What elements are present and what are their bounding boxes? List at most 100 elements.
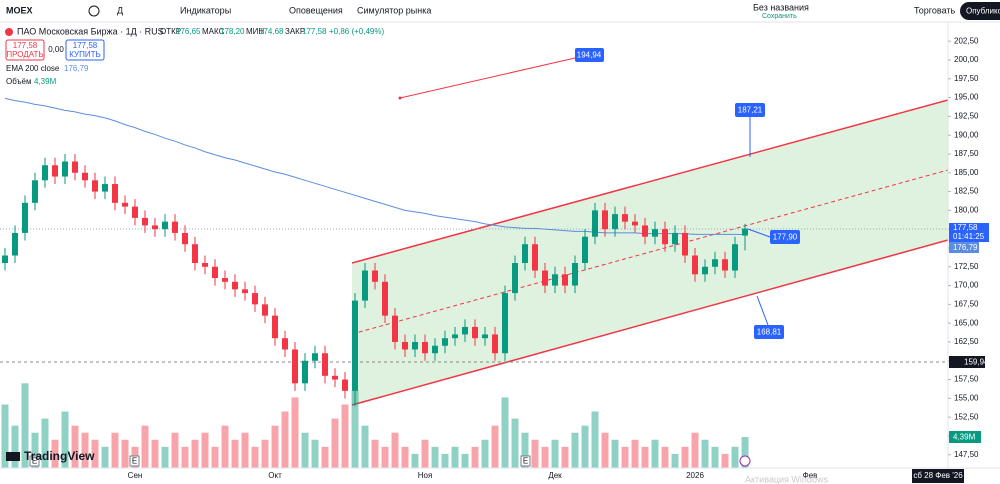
alerts[interactable]: Оповещения (289, 5, 343, 15)
candle-body (702, 266, 708, 275)
candle-body (272, 315, 278, 339)
y-tick-label: 165,00 (954, 318, 979, 327)
volume-bar (401, 446, 409, 468)
date-box (912, 469, 964, 483)
candle-body (442, 338, 448, 346)
volume-bar (501, 397, 509, 468)
volume-bar (241, 432, 249, 468)
layout-name[interactable]: Без названия (753, 2, 809, 12)
symbol[interactable]: MOEX (6, 5, 33, 15)
close-label: ЗАКР (285, 27, 305, 36)
volume-bar (541, 446, 549, 468)
ema-legend: EMA 200 close (6, 64, 60, 73)
candle-body (232, 281, 238, 290)
volume-bar (81, 432, 89, 468)
sell-button[interactable] (5, 39, 45, 61)
add-icon[interactable] (88, 5, 100, 17)
volume-bar (231, 439, 239, 468)
candle-body (142, 217, 148, 226)
volume-bar (301, 432, 309, 468)
low-value: 174,68 (259, 27, 284, 36)
candle-body (252, 293, 258, 305)
volume-bar (481, 439, 489, 468)
candle-body (672, 232, 678, 245)
y-tick-label: 152,50 (954, 412, 979, 421)
candle-body (482, 334, 488, 339)
instrument: ПАО Московская Биржа · 1Д · RUS (17, 26, 164, 36)
volume-bar (31, 432, 39, 468)
high-value: 178,20 (220, 27, 245, 36)
channel-lower (351, 239, 949, 406)
candle-body (412, 341, 418, 350)
x-tick-label: Сен (128, 471, 143, 480)
candle-body (532, 244, 538, 271)
watermark: Активация Windows (745, 474, 828, 484)
plot (1, 97, 749, 468)
indicators[interactable]: Индикаторы (180, 5, 231, 15)
open-value: 176,65 (176, 27, 201, 36)
replay[interactable]: Симулятор рынка (357, 5, 431, 15)
volume-bar (521, 432, 529, 468)
volume-bar (291, 397, 299, 468)
candle-body (332, 375, 338, 380)
candle-body (502, 293, 508, 354)
earnings: E (523, 457, 528, 466)
volume-bar (51, 439, 59, 468)
upper-label: 187,21 (738, 106, 763, 115)
volume-bar (581, 425, 589, 468)
x-tick-label: 2026 (686, 471, 704, 480)
candle-body (492, 334, 498, 354)
candle-body (302, 360, 308, 384)
logo: TradingView (24, 449, 95, 463)
x-tick-label: Окт (268, 471, 282, 480)
y-tick-label: 157,50 (954, 375, 979, 384)
volume-bar (381, 446, 389, 468)
candle-body (162, 221, 168, 230)
legend: ПАО Московская Биржа · 1Д · RUS ОТКР 176… (5, 26, 384, 86)
candle-body (512, 263, 518, 294)
y-tick-label: 180,00 (954, 205, 979, 214)
earnings-markers: E E E (29, 455, 751, 467)
buy-price: 177,58 (73, 41, 98, 50)
volume-bar (71, 425, 79, 468)
volume-bar (691, 432, 699, 468)
volume-legend-value: 4,39M (34, 77, 57, 86)
volume-bar (711, 446, 719, 468)
level-price: 159,94 (964, 358, 989, 367)
y-tick-label: 185,00 (954, 168, 979, 177)
candle-body (172, 221, 178, 233)
candle-body (12, 232, 18, 256)
candle-body (202, 263, 208, 267)
volume-bar (611, 439, 619, 468)
candle-body (222, 278, 228, 282)
interval[interactable]: Д (117, 5, 123, 15)
buy-button[interactable] (65, 39, 105, 61)
volume-bar (261, 439, 269, 468)
toolbar: MOEX Д Индикаторы Оповещения Симулятор р… (0, 0, 1000, 23)
candle-body (352, 300, 358, 391)
candle-body (612, 214, 618, 230)
volume-bar (571, 432, 579, 468)
candle-body (262, 304, 268, 316)
month-label: Фев (803, 471, 818, 480)
trade[interactable]: Торговать (914, 5, 956, 15)
candle-body (622, 214, 628, 222)
y-tick-label: 155,00 (954, 393, 979, 402)
candle-body (522, 244, 528, 264)
volume-bar (281, 411, 289, 468)
volume-bar (361, 425, 369, 468)
candle-body (592, 210, 598, 237)
spread: 0,00 (48, 45, 64, 54)
volume-bar (461, 453, 469, 468)
toolbar-bg (0, 0, 1000, 22)
volume-bar (121, 439, 129, 468)
volume-bar (151, 439, 159, 468)
save[interactable]: Сохранить (762, 13, 797, 20)
publish-button[interactable] (960, 2, 1000, 20)
candle-body (152, 225, 158, 230)
volume-bar (731, 446, 739, 468)
volume-bar (111, 432, 119, 468)
y-tick-label: 197,50 (954, 74, 979, 83)
candle-body (552, 274, 558, 286)
